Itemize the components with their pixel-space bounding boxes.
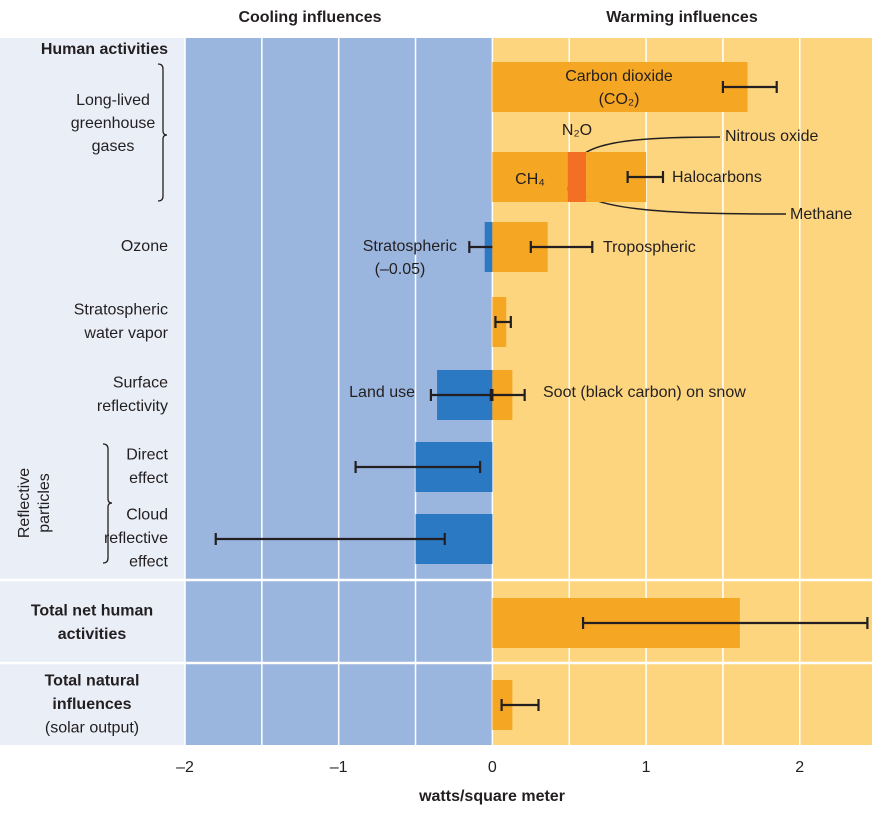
x-axis-label: watts/square meter (418, 788, 565, 805)
error-bar (529, 241, 594, 253)
x-tick-label: 0 (488, 759, 497, 776)
region-label: Warming influences (606, 9, 758, 26)
annotation: Carbon dioxide (565, 68, 673, 85)
annotation: Methane (790, 206, 852, 223)
error-bar (494, 316, 512, 328)
annotation: Tropospheric (603, 239, 696, 256)
annotation: CH₄ (515, 171, 545, 188)
row-label: Cloud (126, 507, 168, 524)
label-panel (0, 38, 185, 745)
annotation: Soot (black carbon) on snow (543, 384, 746, 401)
error-bar (500, 699, 540, 711)
row-label: Stratospheric (74, 301, 168, 318)
x-tick-label: 2 (795, 759, 804, 776)
row-label: Ozone (121, 238, 168, 255)
row-label: water vapor (83, 325, 168, 342)
error-bar (721, 81, 778, 93)
row-label: Surface (113, 374, 168, 391)
bracket (157, 63, 168, 202)
region-label: Cooling influences (238, 9, 381, 26)
bracket (102, 443, 113, 564)
error-bar (429, 389, 492, 401)
row-label: Direct (126, 446, 168, 463)
annotation: Land use (349, 384, 415, 401)
row-label: reflectivity (97, 398, 168, 415)
row-label: influences (52, 696, 131, 713)
annotation: N₂O (562, 122, 592, 139)
annotation: (CO₂) (599, 91, 640, 108)
row-label: (solar output) (45, 720, 139, 737)
x-tick-label: –2 (176, 759, 194, 776)
x-tick-label: –1 (330, 759, 348, 776)
group-label: Long-lived greenhouse gases (71, 92, 156, 155)
bar (567, 152, 587, 202)
annotation: Halocarbons (672, 169, 762, 186)
bar (492, 62, 748, 112)
error-bar (581, 617, 869, 629)
row-label: Total net human (31, 602, 153, 619)
row-label: Total natural (45, 673, 140, 690)
row-label: reflective (104, 530, 168, 547)
group-label: Reflective particles (16, 468, 53, 538)
annotation: (–0.05) (375, 261, 426, 278)
row-label: effect (129, 554, 168, 571)
row-label: effect (129, 470, 168, 487)
x-tick-label: 1 (642, 759, 651, 776)
error-bar (626, 171, 665, 183)
bar (492, 152, 568, 202)
row-label: activities (58, 626, 127, 643)
error-bar (214, 533, 446, 545)
annotation: Stratospheric (363, 238, 457, 255)
error-bar (354, 461, 482, 473)
group-label: Human activities (41, 41, 168, 58)
error-bar (491, 389, 526, 401)
annotation: Nitrous oxide (725, 128, 818, 145)
